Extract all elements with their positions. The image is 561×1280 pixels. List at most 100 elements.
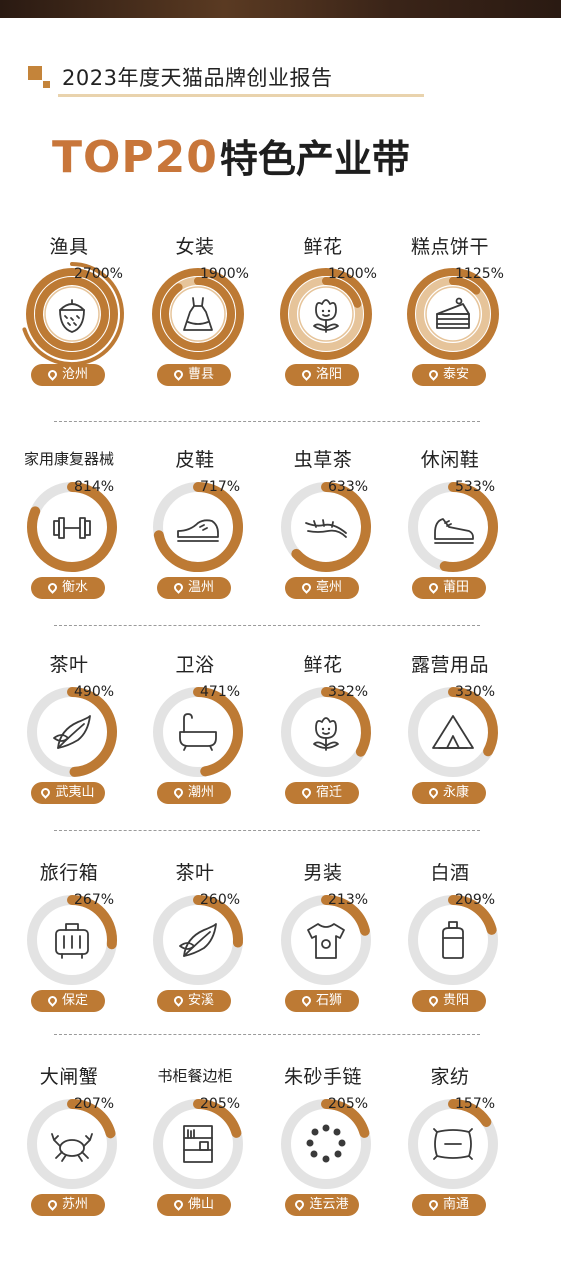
city-badge: 亳州 bbox=[285, 577, 359, 599]
city-label: 连云港 bbox=[309, 1197, 349, 1212]
ring-full-lap bbox=[26, 268, 118, 360]
growth-ring bbox=[27, 1099, 117, 1189]
cordyceps-icon bbox=[302, 503, 350, 551]
city-label: 亳州 bbox=[315, 580, 342, 595]
city-label: 曹县 bbox=[187, 367, 214, 382]
growth-percent-label: 1200% bbox=[328, 266, 377, 282]
category-label: 露营用品 bbox=[410, 654, 489, 676]
industry-card: 虫草茶 633% 亳州 bbox=[258, 445, 388, 625]
growth-percent-label: 207% bbox=[74, 1096, 115, 1112]
growth-percent-label: 157% bbox=[455, 1096, 496, 1112]
suitcase-icon bbox=[48, 916, 96, 964]
city-label: 潮州 bbox=[187, 785, 214, 800]
industry-card: 休闲鞋 533% 莆田 bbox=[385, 445, 515, 625]
ring-value-arc bbox=[193, 1099, 242, 1138]
growth-percent-label: 332% bbox=[328, 684, 369, 700]
ring-value-arc bbox=[448, 1099, 492, 1127]
city-badge: 衡水 bbox=[31, 577, 105, 599]
row-divider bbox=[54, 421, 480, 422]
location-pin-icon bbox=[427, 1198, 440, 1211]
city-label: 泰安 bbox=[442, 367, 469, 382]
ring-value-arc bbox=[153, 482, 243, 572]
bookcase-icon bbox=[174, 1120, 222, 1168]
flower-icon bbox=[302, 708, 350, 756]
location-pin-icon bbox=[172, 581, 185, 594]
industry-card: 鲜花 1200% 洛阳 bbox=[258, 232, 388, 412]
location-pin-icon bbox=[427, 368, 440, 381]
category-label: 大闸蟹 bbox=[39, 1066, 99, 1088]
location-pin-icon bbox=[46, 368, 59, 381]
industry-card: 书柜餐边柜 205% 佛山 bbox=[130, 1062, 260, 1242]
report-header: 2023年度天猫品牌创业报告 bbox=[28, 62, 424, 102]
growth-ring bbox=[27, 687, 117, 777]
category-label: 虫草茶 bbox=[293, 449, 353, 471]
category-label: 男装 bbox=[303, 862, 343, 884]
ring-value-arc bbox=[439, 482, 498, 572]
crab-icon bbox=[48, 1120, 96, 1168]
city-label: 佛山 bbox=[187, 1197, 214, 1212]
ring-value-arc bbox=[321, 687, 371, 757]
category-label: 家用康复器械 bbox=[23, 450, 114, 468]
city-label: 安溪 bbox=[187, 993, 214, 1008]
growth-percent-label: 330% bbox=[455, 684, 496, 700]
industry-card: 白酒 209% 贵阳 bbox=[385, 858, 515, 1038]
category-label: 渔具 bbox=[49, 236, 89, 258]
city-label: 温州 bbox=[187, 580, 214, 595]
city-badge: 苏州 bbox=[31, 1194, 105, 1216]
growth-percent-label: 205% bbox=[328, 1096, 369, 1112]
ring-value-arc bbox=[291, 482, 371, 572]
industry-card: 卫浴 471% 潮州 bbox=[130, 650, 260, 830]
city-badge: 沧州 bbox=[31, 364, 105, 386]
header-square-icon bbox=[28, 66, 50, 88]
ring-value-arc bbox=[34, 277, 109, 351]
ring-value-arc bbox=[448, 895, 497, 935]
location-pin-icon bbox=[427, 786, 440, 799]
growth-ring bbox=[152, 268, 244, 360]
city-badge: 泰安 bbox=[412, 364, 486, 386]
growth-ring bbox=[153, 1099, 243, 1189]
ring-value-arc bbox=[27, 482, 117, 572]
ring-value-arc bbox=[67, 687, 117, 777]
title-top20: TOP20 bbox=[52, 132, 218, 183]
tshirt-icon bbox=[302, 916, 350, 964]
location-pin-icon bbox=[46, 581, 59, 594]
ring-full-lap bbox=[280, 268, 372, 360]
category-label: 白酒 bbox=[430, 862, 470, 884]
sneaker-icon bbox=[429, 503, 477, 551]
city-badge: 佛山 bbox=[157, 1194, 231, 1216]
ring-value-arc bbox=[321, 895, 370, 936]
ring-value-arc bbox=[193, 895, 243, 948]
category-label: 鲜花 bbox=[303, 654, 343, 676]
city-label: 永康 bbox=[442, 785, 469, 800]
liquor-jar-icon bbox=[429, 916, 477, 964]
category-label: 旅行箱 bbox=[39, 862, 99, 884]
city-label: 衡水 bbox=[61, 580, 88, 595]
industry-card: 茶叶 490% 武夷山 bbox=[4, 650, 134, 830]
city-badge: 南通 bbox=[412, 1194, 486, 1216]
category-label: 书柜餐边柜 bbox=[157, 1067, 233, 1085]
city-badge: 石狮 bbox=[285, 990, 359, 1012]
growth-percent-label: 490% bbox=[74, 684, 115, 700]
city-label: 苏州 bbox=[61, 1197, 88, 1212]
ring-value-arc bbox=[67, 1099, 116, 1139]
growth-percent-label: 213% bbox=[328, 892, 369, 908]
industry-card: 大闸蟹 207% 苏州 bbox=[4, 1062, 134, 1242]
dumbbell-icon bbox=[48, 503, 96, 551]
growth-percent-label: 471% bbox=[200, 684, 241, 700]
ring-value-arc bbox=[161, 277, 235, 351]
industry-card: 家用康复器械 814% 衡水 bbox=[4, 445, 134, 625]
growth-percent-label: 814% bbox=[74, 479, 115, 495]
growth-percent-label: 633% bbox=[328, 479, 369, 495]
header-underline bbox=[58, 94, 424, 97]
tent-icon bbox=[429, 708, 477, 756]
category-label: 皮鞋 bbox=[175, 449, 215, 471]
growth-ring bbox=[27, 482, 117, 572]
city-badge: 洛阳 bbox=[285, 364, 359, 386]
city-badge: 武夷山 bbox=[31, 782, 105, 804]
growth-percent-label: 267% bbox=[74, 892, 115, 908]
location-pin-icon bbox=[46, 994, 59, 1007]
city-label: 保定 bbox=[61, 993, 88, 1008]
city-label: 武夷山 bbox=[55, 785, 95, 800]
growth-ring bbox=[153, 482, 243, 572]
bead-bracelet-icon bbox=[302, 1120, 350, 1168]
